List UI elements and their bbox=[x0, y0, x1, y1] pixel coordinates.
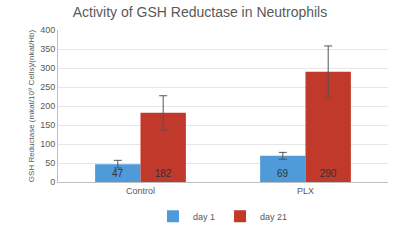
svg-text:300: 300 bbox=[40, 63, 55, 73]
svg-text:150: 150 bbox=[40, 120, 55, 130]
svg-text:250: 250 bbox=[40, 82, 55, 92]
svg-text:69: 69 bbox=[277, 168, 289, 179]
svg-text:100: 100 bbox=[40, 139, 55, 149]
svg-text:200: 200 bbox=[40, 101, 55, 111]
svg-text:GSH Reductase (mkat/10⁹ Cells): GSH Reductase (mkat/10⁹ Cells)/(nkat/Hb) bbox=[27, 29, 36, 182]
svg-text:day 1: day 1 bbox=[193, 212, 215, 222]
svg-text:Control: Control bbox=[126, 186, 155, 196]
svg-text:47: 47 bbox=[112, 168, 124, 179]
svg-text:PLX: PLX bbox=[297, 186, 314, 196]
svg-text:350: 350 bbox=[40, 44, 55, 54]
svg-text:400: 400 bbox=[40, 25, 55, 35]
svg-text:50: 50 bbox=[45, 158, 55, 168]
svg-text:Activity of GSH Reductase in N: Activity of GSH Reductase in Neutrophils bbox=[73, 4, 327, 20]
svg-text:182: 182 bbox=[155, 168, 172, 179]
svg-text:day 21: day 21 bbox=[260, 212, 287, 222]
svg-text:0: 0 bbox=[50, 177, 55, 187]
svg-text:290: 290 bbox=[320, 168, 337, 179]
